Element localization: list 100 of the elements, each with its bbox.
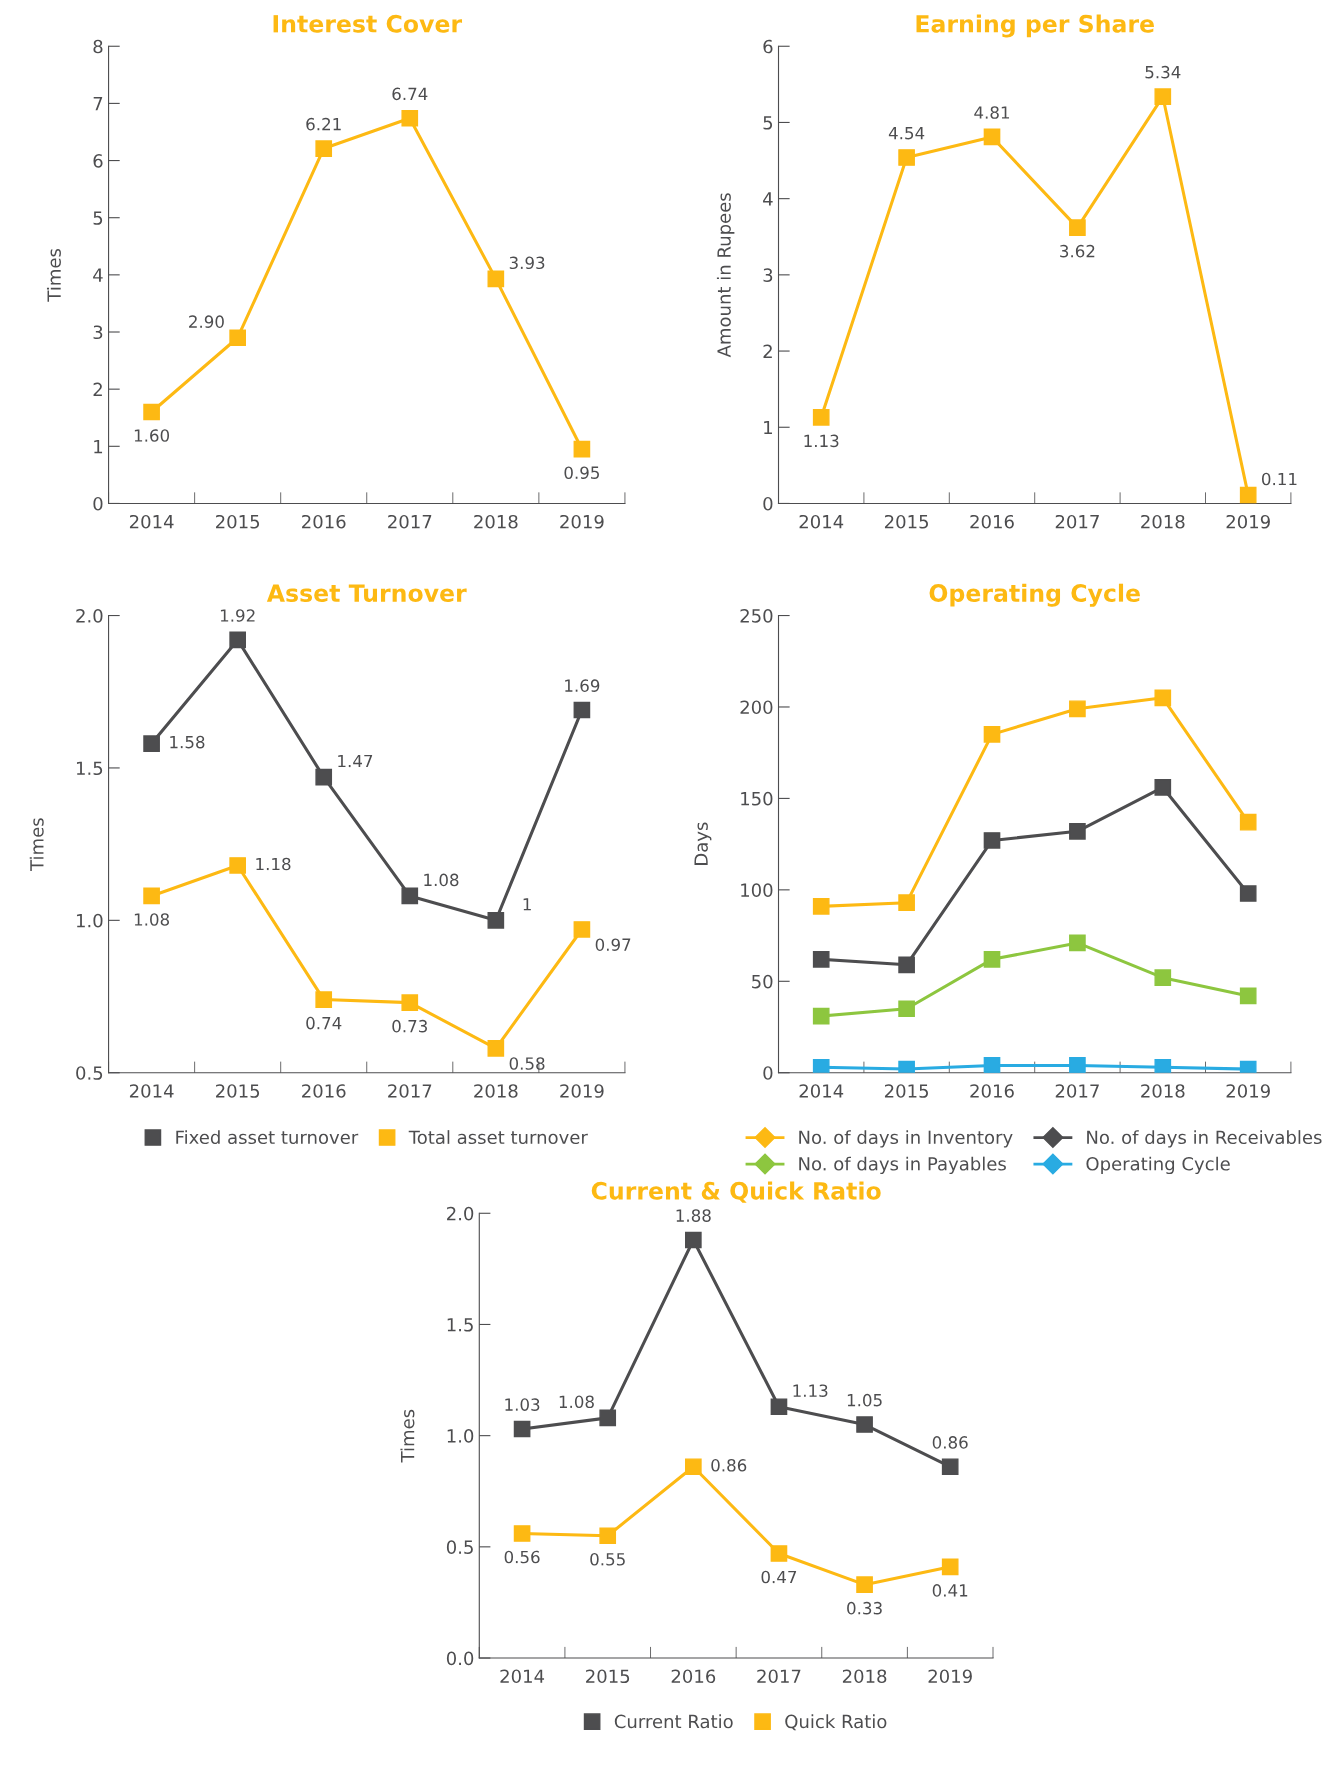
y-tick-label: 1.5 [76,761,103,776]
data-label: 0.11 [1262,472,1297,486]
x-tick-label: 2014 [799,514,844,529]
point [599,1527,617,1545]
legend-label: No. of days in Inventory [799,1130,1013,1148]
point [143,735,160,752]
y-tick-label: 100 [741,883,773,897]
y-tick-label: 3 [93,325,103,340]
point [812,1007,830,1025]
point [315,140,333,157]
data-label: 0.55 [590,1552,625,1566]
data-label: 1.18 [256,857,291,871]
x-tick-label: 2016 [970,1084,1014,1098]
x-tick-label: 2017 [1055,514,1099,529]
y-tick-label: 150 [741,791,773,806]
y-tick-label: 6 [763,39,773,54]
point [1154,779,1172,796]
point [1069,700,1086,718]
x-tick-label: 2019 [560,1084,604,1098]
point [487,912,505,929]
y-tick-label: 1 [764,420,772,435]
x-tick-label: 2019 [560,514,604,529]
data-label: 3.62 [1060,244,1095,258]
x-tick-label: 2019 [928,1669,972,1684]
point [685,1458,702,1476]
point [898,894,915,911]
point [770,1545,788,1562]
data-label: 0.56 [504,1550,540,1564]
data-label: 0.33 [847,1601,882,1615]
point [685,1231,702,1249]
data-label: 0.73 [392,1019,427,1033]
y-tick-label: 0.0 [446,1651,474,1666]
data-label: 3.93 [509,256,545,270]
x-tick-label: 2017 [757,1669,801,1684]
x-tick-label: 2014 [799,1084,844,1098]
x-tick-label: 2018 [1141,1084,1185,1098]
point [573,440,591,458]
legend-label: No. of days in Receivables [1087,1130,1322,1148]
x-tick-label: 2014 [129,1084,174,1098]
point [812,951,830,968]
x-tick-label: 2014 [500,1669,545,1684]
point [573,701,591,719]
legend-label: Operating Cycle [1086,1156,1230,1175]
point [983,726,1001,743]
y-tick-label: 2.0 [447,1206,474,1221]
point [487,270,505,288]
chart-title: Interest Cover [273,14,463,33]
data-label: 0.74 [306,1016,342,1030]
point [1239,987,1257,1005]
data-label: 0.86 [711,1459,747,1472]
point [573,921,591,938]
point [229,329,246,347]
point [1239,813,1257,831]
y-axis-title: Times [400,1409,415,1463]
legend-label: Fixed asset turnover [176,1130,359,1145]
data-label: 1 [523,898,531,911]
data-label: 2.90 [189,315,224,328]
point [941,1558,959,1576]
point [898,1000,915,1018]
data-label: 0.47 [761,1570,797,1584]
legend-label: No. of days in Payables [799,1156,1006,1175]
chart-title: Asset Turnover [266,584,467,602]
point [770,1398,788,1416]
point [983,832,1001,849]
point [315,991,333,1008]
point [1069,934,1086,952]
x-tick-label: 2018 [842,1669,887,1684]
legend-label: Quick Ratio [785,1714,887,1731]
y-tick-label: 3 [763,268,773,282]
x-tick-label: 2018 [1141,514,1185,529]
point [401,994,419,1011]
x-tick-label: 2016 [671,1669,716,1684]
point [856,1576,873,1593]
x-tick-label: 2015 [586,1669,630,1684]
y-tick-label: 0 [763,1066,773,1080]
data-label: 5.34 [1145,65,1181,79]
x-tick-label: 2017 [388,514,432,529]
y-tick-label: 1 [94,440,103,454]
y-tick-label: 4 [93,268,103,282]
data-label: 1.03 [505,1398,540,1411]
point [983,128,1001,146]
y-axis-title: Times [46,248,61,302]
data-label: 1.08 [134,913,170,926]
point [1239,486,1257,504]
point [898,149,915,166]
point [983,1057,1001,1073]
y-tick-label: 2 [93,382,102,397]
point [487,1040,505,1057]
point [513,1525,531,1542]
x-tick-label: 2015 [216,514,260,529]
y-tick-label: 1.0 [76,913,103,928]
data-label: 1.47 [338,754,373,768]
point [812,897,830,915]
data-label: 6.74 [392,87,428,101]
data-label: 1.05 [847,1393,882,1407]
y-tick-label: 4 [763,192,773,206]
point [812,1058,830,1073]
point [812,409,830,426]
x-tick-label: 2014 [129,514,174,529]
x-tick-label: 2016 [302,514,346,529]
